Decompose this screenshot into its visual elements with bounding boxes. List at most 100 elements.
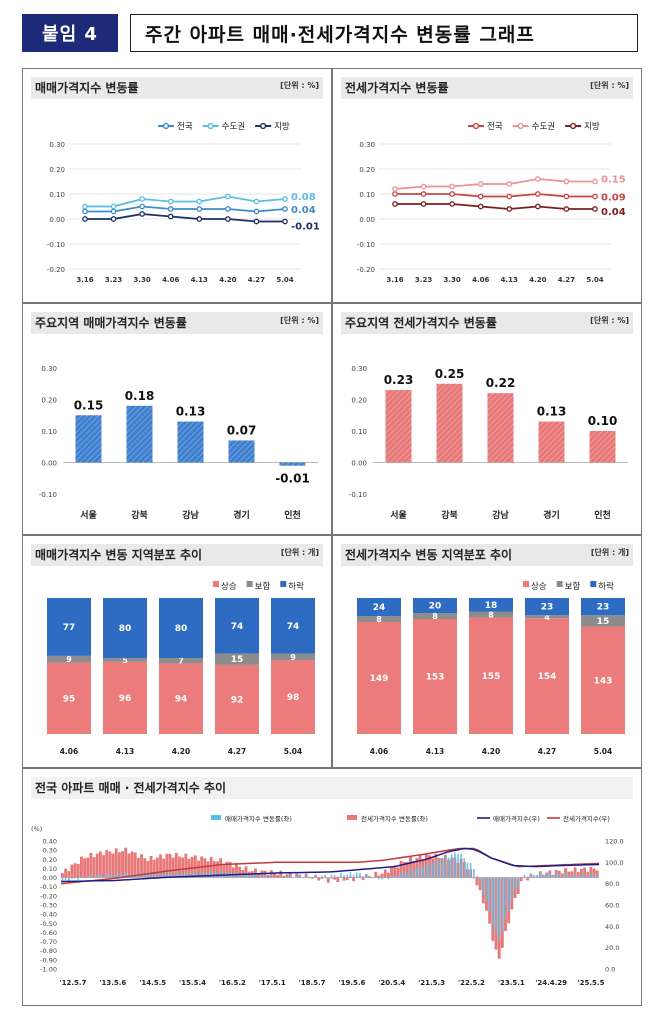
rent-rate-bar [206, 861, 210, 878]
rent-rate-bar [111, 853, 115, 878]
y-tick-label: -0.10 [357, 241, 375, 249]
legend-label-rise: 상승 [221, 581, 237, 592]
rent-rate-bar [117, 852, 121, 878]
sale-rate-bar [488, 877, 491, 912]
rent-rate-bar [573, 867, 577, 878]
legend-marker-regional [260, 122, 267, 130]
sale-rate-bar [336, 876, 339, 878]
rent-rate-bar [155, 857, 159, 878]
page-header: 붙임 4 주간 아파트 매매·전세가격지수 변동률 그래프 [22, 14, 638, 52]
stack-segment-하락 [357, 598, 401, 617]
panel-title: 전국 아파트 매매 · 전세가격지수 추이 [31, 777, 633, 799]
x-tick-label: '25.5.5 [578, 979, 605, 987]
sale-rate-bar [596, 875, 599, 878]
segment-value-label: 154 [538, 672, 557, 682]
sale-rate-line-chart: 0.30 0.20 0.10 0.00 -0.10 -0.20 3.16 3.23 3.30 4.… [47, 121, 320, 284]
sale-rate-bar [166, 872, 168, 878]
sale-rate-bar [435, 859, 437, 878]
rent-rate-bar [114, 848, 118, 878]
data-point [563, 206, 570, 212]
stack-segment-상승 [525, 618, 569, 734]
rent-rate-bar [108, 851, 112, 878]
rent-rate-bar [121, 851, 124, 878]
left-tick-label: -0.30 [40, 902, 57, 910]
sale-rate-bar [279, 874, 282, 878]
sale-rate-bar [485, 877, 488, 901]
rent-rate-bar [190, 856, 194, 878]
sale-rate-bar [583, 873, 586, 878]
data-point [167, 213, 174, 220]
legend-label: 전세가격지수 변동률(좌) [361, 814, 428, 823]
sale-rate-bar [593, 873, 595, 878]
x-tick-label: 4.06 [472, 276, 489, 284]
bar-서울 [75, 415, 102, 463]
bar-value-label: 0.18 [125, 389, 155, 403]
sale-rate-bar [298, 875, 301, 878]
sale-rate-bar [359, 872, 361, 878]
data-point [82, 216, 88, 222]
series-line-전국 [395, 193, 595, 198]
sale-rate-bar [242, 875, 244, 878]
sale-rate-bar [355, 872, 358, 878]
data-point [420, 183, 427, 190]
x-tick-label: '22.5.2 [458, 979, 485, 987]
rent-rate-bar [70, 864, 74, 878]
rent-rate-bar [152, 859, 156, 878]
panel-title: 매매가격지수 변동 지역분포 추이 [31, 544, 323, 566]
stack-segment-보합 [469, 611, 513, 618]
sale-rate-bar [431, 863, 434, 878]
sale-rate-bar [124, 872, 127, 878]
rent-rate-bar [330, 877, 333, 879]
x-tick-label: '15.5.4 [179, 979, 206, 987]
rent-rate-bar [345, 877, 349, 881]
stack-segment-상승 [159, 663, 203, 734]
rent-rate-bar [583, 867, 587, 878]
panel-rent-rate: 전세가격지수 변동률 [단위 : %] 0.30 0.20 0.10 0.00 -0.1… [332, 68, 642, 303]
sale-rate-bar [504, 877, 507, 919]
rent-rate-bar [355, 877, 359, 879]
rent-rate-bar [396, 867, 400, 878]
left-tick-label: 0.20 [43, 856, 57, 864]
x-tick-label: 3.23 [105, 276, 122, 284]
stack-segment-상승 [271, 660, 315, 734]
sale-rate-bar [425, 863, 428, 878]
left-tick-label: 0.40 [43, 838, 57, 846]
sale-rate-bar [387, 877, 390, 880]
sale-rate-bar [463, 858, 466, 878]
rent-rate-bar [282, 875, 286, 878]
bar-강남 [177, 421, 204, 463]
y-tick-label: 0.30 [351, 365, 367, 373]
segment-value-label: 74 [231, 622, 244, 632]
sale-rate-bar [412, 870, 415, 878]
segment-value-label: 18 [485, 601, 498, 611]
data-point [477, 203, 484, 210]
segment-value-label: 80 [175, 624, 188, 634]
rent-rate-bar [320, 877, 324, 879]
region-rent-bar-chart: 0.30 0.20 0.10 0.00 -0.10 0.23 서울 0.25 강북 0.22 강남 0… [349, 365, 628, 521]
stack-segment-하락 [469, 598, 513, 612]
sale-rate-bar [314, 874, 317, 878]
legend-label-flat: 보합 [255, 582, 271, 592]
legend-label-capital: 수도권 [222, 121, 245, 132]
rent-rate-bar [92, 857, 96, 878]
data-point [506, 181, 513, 187]
sale-rate-bar [96, 874, 99, 878]
rent-rate-bar [76, 863, 80, 878]
data-point [477, 181, 484, 187]
stack-segment-하락 [413, 598, 457, 614]
sale-rate-bar [533, 874, 535, 878]
sale-rate-bar [428, 863, 431, 878]
rent-rate-bar [203, 858, 207, 878]
sale-rate-bar [545, 873, 548, 878]
data-point [420, 191, 427, 197]
data-point [506, 193, 513, 200]
category-label: 5.04 [594, 747, 613, 756]
sale-rate-bar [267, 877, 269, 879]
rent-rate-bar [371, 877, 374, 878]
left-tick-label: 0.30 [43, 847, 57, 855]
sale-rate-bar [71, 877, 73, 879]
sale-rate-bar [185, 871, 187, 878]
legend-marker-nationwide [162, 122, 170, 130]
category-label: 강남 [182, 509, 199, 521]
rent-rate-bar [197, 860, 200, 878]
